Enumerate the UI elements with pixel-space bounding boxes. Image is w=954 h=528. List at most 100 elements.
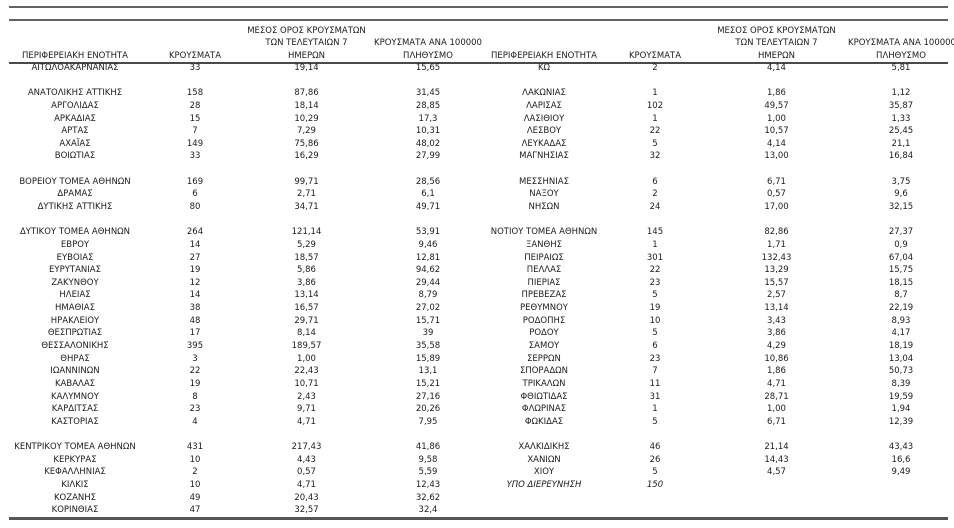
table-cell xyxy=(240,163,373,176)
table-cell: 10,31 xyxy=(415,126,441,137)
table-row: ΕΒΡΟΥ 14 5,29 9,46 ΞΑΝΘΗΣ 1 1,71 0,9 xyxy=(0,239,954,252)
table-cell: 5 xyxy=(652,328,658,339)
table-cell: 15,57 xyxy=(764,277,789,288)
col-header-region-left: ΠΕΡΙΦΕΡΕΙΑΚΗ ΕΝΟΤΗΤΑ xyxy=(0,21,150,62)
table-cell: 189,57 xyxy=(291,341,322,352)
table-cell: ΑΝΑΤΟΛΙΚΗΣ ΑΤΤΙΚΗΣ xyxy=(27,88,123,99)
table-cell: ΔΥΤΙΚΗΣ ΑΤΤΙΚΗΣ xyxy=(37,202,113,213)
table-cell: ΠΙΕΡΙΑΣ xyxy=(527,277,561,288)
table-cell: 0,9 xyxy=(894,239,908,250)
table-cell: ΧΑΛΚΙΔΙΚΗΣ xyxy=(518,442,570,453)
table-cell: 10 xyxy=(189,454,201,465)
table-cell xyxy=(605,214,705,227)
table-row: ΚΕΦΑΛΛΗΝΙΑΣ 2 0,57 5,59 ΧΙΟΥ 5 4,57 9,49 xyxy=(0,466,954,479)
table-cell: 29,71 xyxy=(294,315,319,326)
table-cell: 13,29 xyxy=(764,265,789,276)
table-cell: ΧΑΝΙΩΝ xyxy=(527,454,561,465)
table-cell: 19 xyxy=(189,265,201,276)
table-cell: 33 xyxy=(189,63,201,73)
table-cell: ΚΑΛΥΜΝΟΥ xyxy=(51,391,99,402)
table-cell: 15,65 xyxy=(415,63,441,73)
table-cell: 13,04 xyxy=(888,353,914,364)
table-cell: 16,57 xyxy=(294,303,319,314)
table-cell: 27,02 xyxy=(415,303,441,314)
col-header-avg7-left: ΜΕΣΟΣ ΟΡΟΣ ΚΡΟΥΣΜΑΤΩΝ ΤΩΝ ΤΕΛΕΥΤΑΙΩΝ 7 Η… xyxy=(240,21,373,62)
table-cell: ΚΙΛΚΙΣ xyxy=(61,480,89,491)
table-cell: 31 xyxy=(649,391,661,402)
table-cell: 2,57 xyxy=(767,290,786,301)
table-cell xyxy=(373,75,483,88)
table-cell: 150 xyxy=(646,480,664,491)
table-cell xyxy=(705,163,848,176)
table-cell: 18,19 xyxy=(888,341,914,352)
table-cell: ΔΥΤΙΚΟΥ ΤΟΜΕΑ ΑΘΗΝΩΝ xyxy=(19,227,131,238)
table-cell: 301 xyxy=(646,252,664,263)
table-cell: 16,29 xyxy=(294,151,319,162)
table-cell xyxy=(483,75,605,88)
table-cell: 17 xyxy=(189,328,201,339)
table-row xyxy=(0,214,954,227)
table-row xyxy=(0,163,954,176)
table-cell: 50,73 xyxy=(888,366,914,377)
table-cell: 23 xyxy=(649,353,661,364)
table-cell: 14,43 xyxy=(764,454,789,465)
table-row: ΑΡΤΑΣ 7 7,29 10,31 ΛΕΣΒΟΥ 22 10,57 25,45 xyxy=(0,125,954,138)
table-cell: 24 xyxy=(649,202,661,213)
table-cell: 14 xyxy=(189,290,201,301)
table-row: ΕΥΒΟΙΑΣ 27 18,57 12,81 ΠΕΙΡΑΙΩΣ 301 132,43 67,0… xyxy=(0,252,954,265)
table-cell: 33 xyxy=(189,151,201,162)
table-cell: 3,43 xyxy=(767,315,786,326)
table-cell: 217,43 xyxy=(291,442,322,453)
table-cell: 18,14 xyxy=(294,100,319,111)
table-cell: 1,00 xyxy=(297,353,316,364)
table-cell: 46 xyxy=(649,442,661,453)
table-cell: 32,62 xyxy=(415,492,441,503)
table-cell: 28,85 xyxy=(415,100,441,111)
regional-cases-table: ΠΕΡΙΦΕΡΕΙΑΚΗ ΕΝΟΤΗΤΑ ΚΡΟΥΣΜΑΤΑ ΜΕΣΟΣ ΟΡΟ… xyxy=(0,21,954,517)
table-cell: ΣΕΡΡΩΝ xyxy=(527,353,561,364)
table-cell: 28,56 xyxy=(415,176,441,187)
header-label: ΠΕΡΙΦΕΡΕΙΑΚΗ ΕΝΟΤΗΤΑ xyxy=(22,50,128,61)
table-row: ΘΗΡΑΣ 3 1,00 15,89 ΣΕΡΡΩΝ 23 10,86 13,04 xyxy=(0,353,954,366)
table-cell: 1,33 xyxy=(891,113,911,124)
header-label: ΤΩΝ ΤΕΛΕΥΤΑΙΩΝ 7 xyxy=(735,38,818,49)
table-cell: 1 xyxy=(652,113,658,124)
table-cell: 17,00 xyxy=(764,202,789,213)
header-row: ΠΕΡΙΦΕΡΕΙΑΚΗ ΕΝΟΤΗΤΑ ΚΡΟΥΣΜΑΤΑ ΜΕΣΟΣ ΟΡΟ… xyxy=(0,21,954,62)
table-cell: 35,87 xyxy=(888,100,914,111)
col-header-region-right: ΠΕΡΙΦΕΡΕΙΑΚΗ ΕΝΟΤΗΤΑ xyxy=(483,21,605,62)
table-cell: 6 xyxy=(192,189,198,200)
table-cell: ΠΕΛΛΑΣ xyxy=(526,265,562,276)
table-cell xyxy=(0,214,150,227)
table-cell: 94,62 xyxy=(415,265,441,276)
table-cell: 17,3 xyxy=(418,113,438,124)
table-cell: ΙΩΑΝΝΙΝΩΝ xyxy=(50,366,100,377)
table-cell: 12,43 xyxy=(415,480,441,491)
table-cell xyxy=(705,479,848,492)
table-cell: ΧΙΟΥ xyxy=(533,467,555,478)
table-cell xyxy=(848,504,954,517)
table-cell: 22 xyxy=(649,265,661,276)
table-cell: ΘΕΣΠΡΩΤΙΑΣ xyxy=(47,328,103,339)
table-cell: ΚΕΦΑΛΛΗΝΙΑΣ xyxy=(44,467,106,478)
table-cell: 0,57 xyxy=(767,189,786,200)
table-cell: 5 xyxy=(652,467,658,478)
header-label: ΠΛΗΘΥΣΜΟ xyxy=(876,50,926,61)
table-cell: 12 xyxy=(189,277,201,288)
table-cell: 32,57 xyxy=(294,505,319,516)
table-row: ΚΑΡΔΙΤΣΑΣ 23 9,71 20,26 ΦΛΩΡΙΝΑΣ 1 1,00 1,94 xyxy=(0,403,954,416)
table-cell: 1,86 xyxy=(767,88,786,99)
table-cell xyxy=(605,75,705,88)
table-cell xyxy=(705,429,848,442)
table-cell: 1,71 xyxy=(767,239,786,250)
table-cell: 14 xyxy=(189,239,201,250)
table-cell: 39 xyxy=(422,328,434,339)
table-row: ΖΑΚΥΝΘΟΥ 12 3,86 29,44 ΠΙΕΡΙΑΣ 23 15,57 18,15 xyxy=(0,277,954,290)
table-cell: ΑΡΓΟΛΙΔΑΣ xyxy=(51,100,99,111)
table-cell xyxy=(373,214,483,227)
table-cell: 4,43 xyxy=(297,454,316,465)
table-cell xyxy=(848,214,954,227)
table-cell xyxy=(483,504,605,517)
table-cell: ΕΥΒΟΙΑΣ xyxy=(56,252,94,263)
table-cell: 31,45 xyxy=(415,88,441,99)
